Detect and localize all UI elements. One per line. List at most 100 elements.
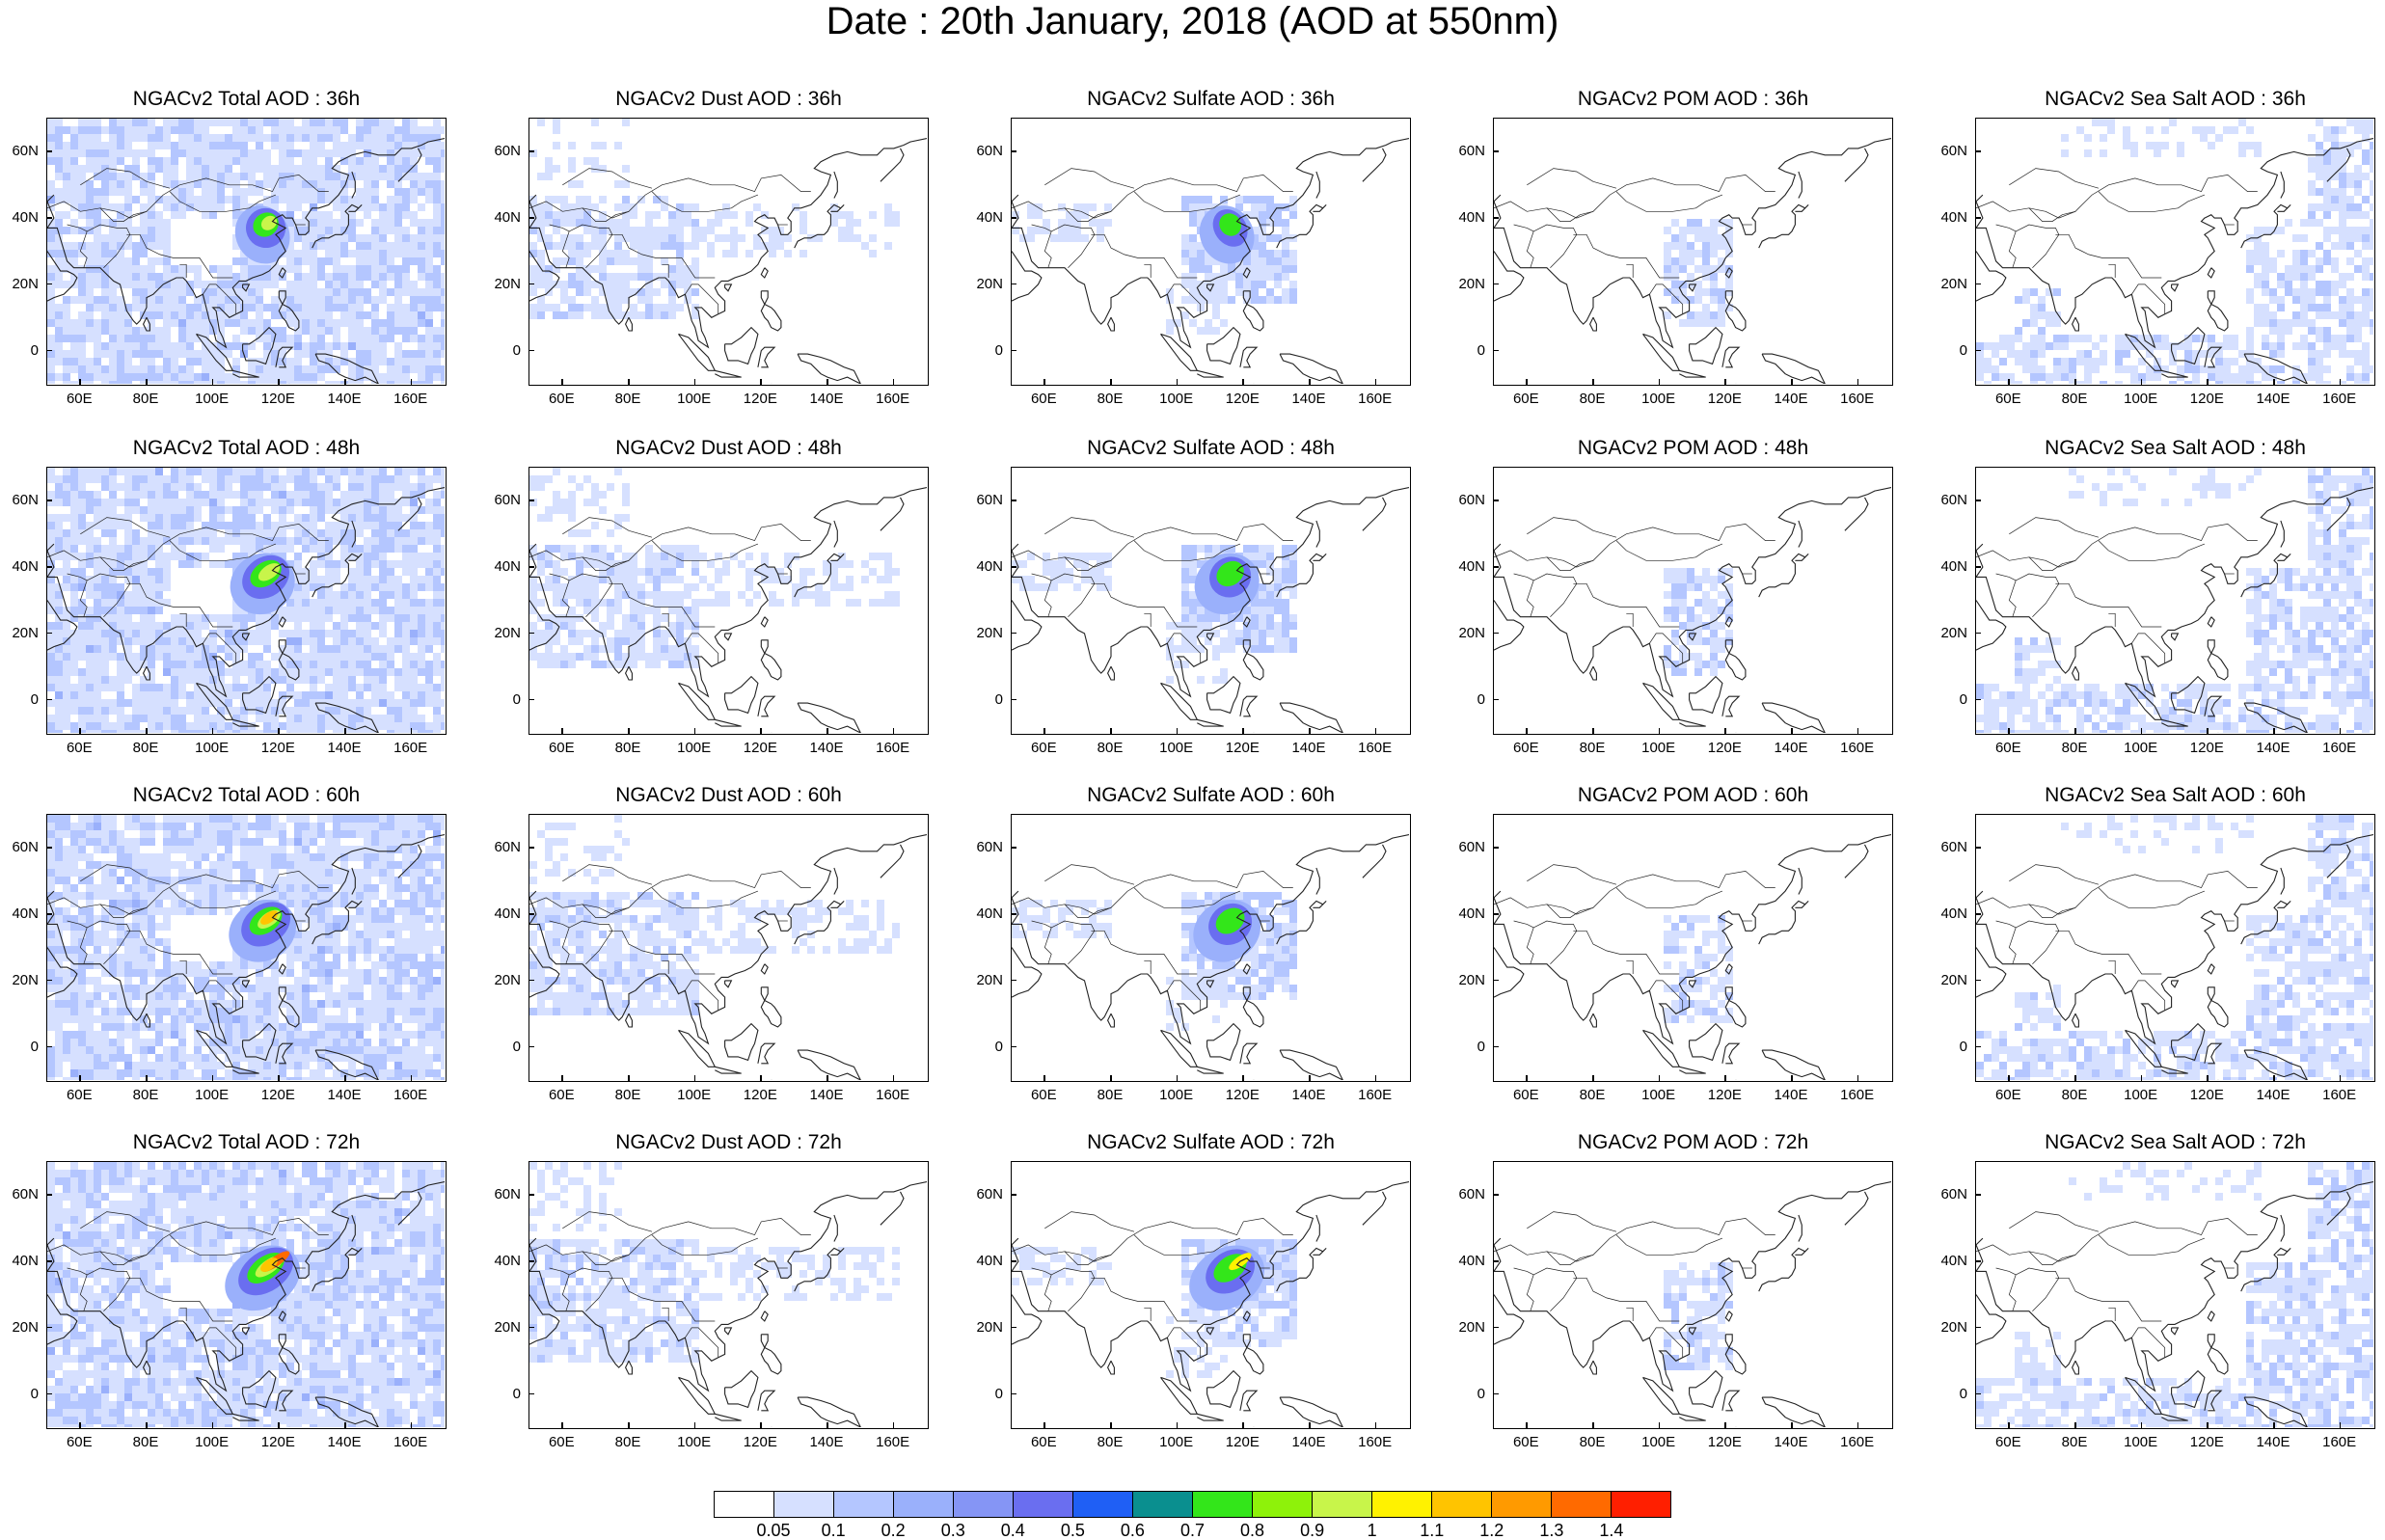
coastline [1161, 683, 1198, 719]
lat-tick [46, 699, 52, 701]
coastline [834, 868, 837, 895]
coastline [1207, 1024, 1240, 1061]
lat-tick-label: 60N [0, 840, 39, 854]
lon-tick-label: 120E [2182, 1088, 2231, 1102]
lat-tick [528, 633, 534, 635]
lat-tick [1011, 566, 1016, 568]
lon-tick [2340, 1422, 2342, 1428]
colorbar-box-2 [834, 1492, 894, 1517]
lat-tick [528, 913, 534, 915]
lon-tick-label: 120E [1700, 741, 1748, 755]
lat-tick-label: 20N [1929, 1320, 1967, 1335]
lon-tick-label: 80E [122, 741, 170, 755]
coastline [1725, 640, 1746, 680]
lon-tick-label: 160E [1351, 1088, 1399, 1102]
lon-tick [278, 379, 280, 385]
lat-tick-label: 20N [0, 277, 39, 291]
lon-tick-label: 60E [1502, 1435, 1550, 1449]
coastline [2208, 640, 2228, 680]
lat-tick-label: 40N [0, 559, 39, 574]
lon-tick [344, 728, 346, 734]
lon-tick [628, 1422, 630, 1428]
lon-tick [561, 1422, 563, 1428]
lat-tick [1975, 847, 1981, 849]
lon-tick-label: 100E [670, 741, 718, 755]
lat-tick [1975, 217, 1981, 219]
lon-tick [1526, 728, 1528, 734]
coastline [2172, 1328, 2179, 1335]
coastline [761, 987, 781, 1027]
lon-tick-label: 160E [869, 392, 917, 406]
coastline [1799, 1215, 1802, 1242]
country-border [2131, 284, 2164, 314]
panel-title: NGACv2 Sulfate AOD : 60h [1011, 783, 1411, 808]
lon-tick [2207, 1422, 2209, 1428]
map-frame [528, 467, 929, 735]
lat-tick-label: 0 [1447, 343, 1485, 358]
lat-tick-label: 0 [964, 343, 1003, 358]
coastline [725, 1371, 758, 1408]
lon-tick [1857, 1075, 1859, 1081]
country-border [2016, 1268, 2059, 1311]
aod-map [1494, 1162, 1891, 1427]
country-border [1976, 871, 2258, 914]
country-border [2009, 865, 2099, 885]
lon-tick [2008, 1075, 2010, 1081]
lat-tick-label: 0 [0, 343, 39, 358]
lon-tick-label: 120E [736, 741, 784, 755]
coastline [1679, 1414, 1705, 1420]
lat-tick [1011, 1393, 1016, 1395]
lat-tick [1493, 980, 1499, 982]
lon-tick [2074, 1075, 2076, 1081]
lon-tick [760, 728, 762, 734]
lat-tick-label: 20N [1929, 626, 1967, 640]
lon-tick-label: 80E [1568, 1088, 1616, 1102]
coastline [1976, 948, 2006, 998]
coastline [1690, 328, 1722, 365]
coastline [761, 640, 781, 680]
country-border [1626, 960, 1633, 974]
lat-tick-label: 60N [964, 493, 1003, 507]
country-border [1996, 225, 2017, 268]
lat-tick-label: 60N [482, 144, 521, 158]
coastline [1108, 1013, 1115, 1027]
lat-tick-label: 60N [964, 840, 1003, 854]
lon-tick-label: 80E [122, 1435, 170, 1449]
lon-tick [694, 379, 696, 385]
coastline [725, 284, 732, 291]
country-border [1976, 175, 2258, 218]
colorbar-label: 1.2 [1463, 1522, 1521, 1539]
lon-tick-label: 100E [670, 1435, 718, 1449]
lon-tick [827, 379, 828, 385]
coastline [2208, 964, 2214, 974]
coastline [1762, 1397, 1825, 1427]
lon-tick-label: 120E [254, 1435, 302, 1449]
lon-tick-label: 140E [802, 392, 851, 406]
lon-tick [1724, 1075, 1726, 1081]
lon-tick [344, 1075, 346, 1081]
panel-title: NGACv2 POM AOD : 48h [1493, 436, 1893, 461]
lon-tick-label: 100E [1152, 1088, 1201, 1102]
lon-tick [278, 1075, 280, 1081]
lat-tick-label: 20N [482, 277, 521, 291]
coastline [2208, 291, 2228, 331]
country-border [2131, 981, 2164, 1011]
aod-map [1976, 1162, 2373, 1427]
coastline [1690, 1371, 1722, 1408]
lat-tick [46, 1327, 52, 1329]
lat-tick [46, 913, 52, 915]
coastline [758, 696, 774, 716]
lon-tick [694, 1422, 696, 1428]
country-border [1616, 541, 1722, 561]
lon-tick [1592, 1422, 1594, 1428]
lat-tick [528, 847, 534, 849]
lat-tick-label: 20N [0, 626, 39, 640]
lon-tick [2340, 728, 2342, 734]
lat-tick-label: 0 [0, 1387, 39, 1401]
lon-tick-label: 60E [1984, 741, 2032, 755]
lon-tick-label: 60E [1019, 741, 1068, 755]
lon-tick-label: 60E [537, 741, 585, 755]
